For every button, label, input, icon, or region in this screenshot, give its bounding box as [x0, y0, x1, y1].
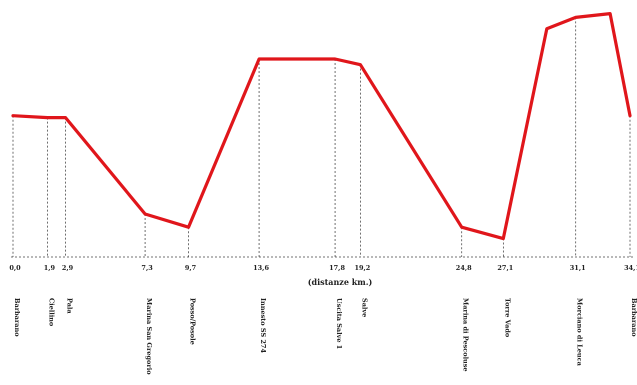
- distance-tick-labels: 0,0 1,9 2,9 7,3 9,7 13,6 17,8 19,2 24,8 27,1 31,1 3…: [9, 264, 637, 272]
- distance-tick-label: 17,8: [329, 264, 345, 272]
- place-label: Torre Vado: [503, 298, 511, 338]
- place-name-labels: Barbarano Ciellino Pala Marina San Gregorio…: [13, 298, 637, 375]
- place-label: Ciellino: [47, 298, 55, 327]
- distance-tick-label: 24,8: [456, 264, 472, 272]
- place-label: Marina di Pescoluse: [462, 298, 470, 372]
- place-label: Pala: [65, 298, 73, 314]
- place-label: Marina San Gregorio: [145, 298, 153, 375]
- distance-tick-label: 19,2: [354, 264, 370, 272]
- place-label: Innesto SS 274: [259, 298, 267, 353]
- place-label: Barbarano: [13, 298, 21, 337]
- distance-tick-label: 1,9: [44, 264, 56, 272]
- place-label: Morciano di Leuca: [576, 298, 584, 367]
- distance-tick-label: 2,9: [62, 264, 74, 272]
- distance-tick-label: 13,6: [253, 264, 269, 272]
- distance-tick-label: 31,1: [570, 264, 586, 272]
- distance-tick-label: 27,1: [497, 264, 513, 272]
- place-label: Posso/Posole: [189, 298, 197, 345]
- distance-tick-label: 9,7: [185, 264, 196, 272]
- dashed-drop-lines: [12, 17, 631, 257]
- place-label: Salve: [360, 298, 368, 317]
- place-label: Barbarano: [630, 298, 637, 337]
- distance-tick-label: 0,0: [9, 264, 21, 272]
- elevation-profile-line: [11, 12, 632, 241]
- x-axis-title: (distanze km.): [308, 277, 373, 287]
- distance-tick-label: 34,1: [624, 264, 637, 272]
- distance-tick-label: 7,3: [141, 264, 153, 272]
- place-label: Uscita Salve 1: [335, 298, 343, 349]
